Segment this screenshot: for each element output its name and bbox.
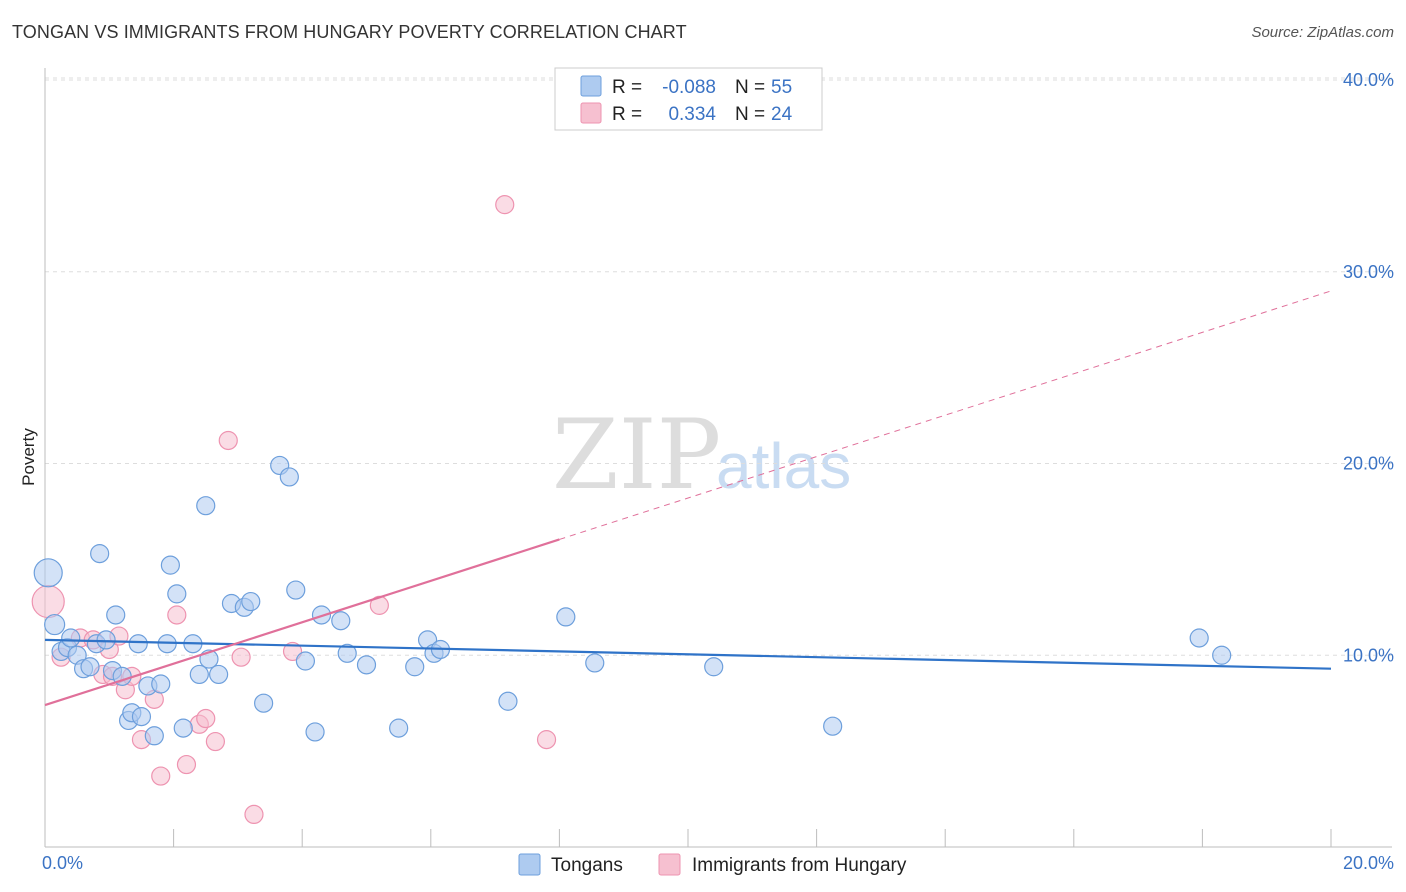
data-point-hungary	[282, 641, 303, 662]
data-point-hungary	[196, 708, 216, 729]
data-point-tongans	[106, 605, 126, 625]
data-point-hungary	[31, 584, 65, 619]
correlation-legend: R = -0.088 N = 55 R = 0.334 N = 24	[554, 67, 823, 131]
bottom-legend-label-tongans: Tongans	[551, 855, 623, 876]
x-tick-label-min: 0.0%	[42, 853, 83, 873]
watermark: ZIP atlas	[552, 399, 851, 511]
data-point-tongans	[160, 555, 180, 575]
legend-swatch-tongans	[580, 75, 602, 97]
data-point-tongans	[295, 651, 316, 671]
data-point-tongans	[254, 693, 274, 713]
y-tick-label: 20.0%	[1343, 454, 1394, 474]
data-point-tongans	[189, 664, 209, 685]
data-point-tongans	[131, 707, 152, 727]
legend-r-label-tongans: R =	[612, 77, 642, 98]
y-axis-title: Poverty	[19, 428, 38, 486]
data-point-tongans	[96, 630, 116, 650]
series-immigrants-from-hungary-points	[31, 195, 557, 825]
data-point-hungary	[244, 804, 264, 825]
data-point-tongans	[241, 591, 261, 612]
legend-n-label-tongans: N =	[735, 77, 765, 98]
gridlines	[45, 77, 1392, 656]
data-point-tongans	[1189, 628, 1209, 648]
legend-r-label-hungary: R =	[612, 104, 642, 125]
data-point-tongans	[279, 467, 299, 487]
data-point-tongans	[305, 722, 325, 742]
series-legend: Tongans Immigrants from Hungary	[518, 853, 907, 876]
data-point-tongans	[128, 634, 148, 654]
legend-n-value-tongans: 55	[771, 77, 792, 98]
series-tongans-points	[33, 455, 1232, 746]
data-point-hungary	[495, 195, 515, 215]
data-point-tongans	[823, 716, 843, 736]
data-point-hungary	[167, 605, 187, 625]
data-point-tongans	[331, 611, 351, 631]
legend-n-value-hungary: 24	[771, 104, 793, 125]
bottom-legend-label-hungary: Immigrants from Hungary	[692, 855, 907, 876]
data-point-tongans	[286, 580, 306, 600]
data-point-tongans	[585, 653, 605, 673]
y-tick-label: 10.0%	[1343, 645, 1394, 665]
data-point-tongans	[196, 496, 216, 516]
watermark-zip: ZIP	[552, 399, 721, 511]
data-point-hungary	[176, 754, 197, 775]
watermark-atlas: atlas	[716, 430, 851, 502]
trend-line-tongans	[44, 638, 1332, 670]
legend-swatch-hungary	[580, 102, 602, 124]
x-tick-label-max: 20.0%	[1343, 853, 1394, 873]
data-point-hungary	[536, 730, 557, 750]
data-point-tongans	[144, 726, 164, 746]
source-credit: Source: ZipAtlas.com	[1251, 24, 1394, 41]
chart-title: TONGAN VS IMMIGRANTS FROM HUNGARY POVERT…	[12, 22, 687, 42]
data-point-tongans	[33, 558, 63, 588]
data-point-tongans	[556, 607, 576, 627]
data-point-hungary	[151, 766, 171, 786]
data-point-hungary	[231, 647, 251, 667]
data-point-tongans	[337, 643, 357, 663]
trend-line-hungary-solid	[44, 538, 560, 707]
data-point-tongans	[356, 655, 377, 675]
legend-r-value-tongans: -0.088	[662, 77, 716, 98]
y-tick-label: 30.0%	[1343, 262, 1394, 282]
y-tick-labels: 10.0% 20.0% 30.0% 40.0%	[1343, 70, 1394, 665]
bottom-legend-swatch-hungary	[658, 853, 681, 876]
data-point-hungary	[205, 731, 225, 752]
data-point-tongans	[151, 674, 171, 694]
legend-r-value-hungary: 0.334	[668, 104, 716, 125]
bottom-legend-swatch-tongans	[518, 853, 541, 876]
trend-line-hungary-dashed	[559, 290, 1332, 540]
data-point-tongans	[389, 718, 409, 738]
y-tick-label: 40.0%	[1343, 70, 1394, 90]
data-point-hungary	[218, 430, 238, 451]
data-point-tongans	[167, 584, 187, 604]
trend-lines	[44, 290, 1332, 707]
data-point-tongans	[90, 544, 110, 564]
data-point-tongans	[61, 628, 81, 648]
data-point-tongans	[209, 664, 229, 685]
data-point-tongans	[498, 691, 518, 711]
data-point-tongans	[173, 718, 193, 738]
data-point-tongans	[80, 657, 100, 677]
legend-n-label-hungary: N =	[735, 104, 765, 125]
data-point-tongans	[1212, 645, 1232, 665]
data-point-tongans	[44, 613, 66, 636]
x-axis-ticks	[44, 829, 1332, 847]
data-point-tongans	[704, 657, 724, 677]
data-point-tongans	[405, 657, 425, 677]
